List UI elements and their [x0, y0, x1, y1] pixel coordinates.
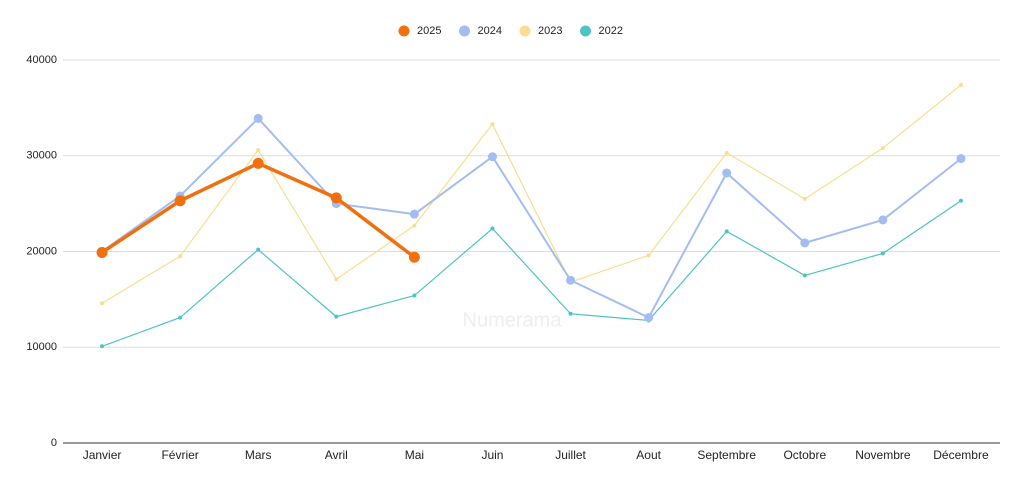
legend-marker [519, 25, 531, 37]
y-tick-label: 10000 [26, 341, 57, 353]
x-tick-label: Décembre [933, 448, 989, 462]
legend-marker [580, 25, 591, 37]
point [958, 82, 963, 87]
watermark: Numerama [463, 309, 563, 331]
legend-marker [459, 25, 470, 37]
point [408, 251, 420, 263]
y-tick-label: 0 [51, 437, 57, 449]
legend-marker [398, 25, 410, 37]
point [334, 314, 339, 319]
legend-label: 2024 [478, 25, 502, 37]
y-tick-label: 40000 [26, 54, 57, 66]
x-tick-label: Juillet [555, 448, 586, 462]
x-tick-label: Avril [325, 448, 348, 462]
point [644, 313, 654, 323]
point [958, 198, 963, 203]
point [802, 196, 807, 201]
point [330, 192, 342, 204]
y-tick-label: 20000 [26, 245, 57, 257]
point [724, 150, 729, 155]
point [174, 195, 186, 207]
point [956, 154, 966, 164]
point [256, 247, 261, 252]
point [487, 152, 497, 162]
point [646, 253, 651, 258]
point [568, 311, 573, 316]
x-tick-label: Septembre [697, 448, 756, 462]
point [724, 229, 729, 234]
point [802, 273, 807, 278]
x-tick-label: Mars [245, 448, 272, 462]
legend-label: 2022 [599, 25, 623, 37]
point [800, 238, 810, 248]
point [100, 301, 105, 306]
series-line [101, 200, 962, 347]
point [566, 275, 576, 285]
series-line [101, 161, 416, 259]
point [252, 157, 264, 169]
y-tick-label: 30000 [26, 150, 57, 162]
point [100, 344, 105, 349]
point [409, 209, 419, 219]
x-tick-label: Octobre [783, 448, 826, 462]
point [178, 254, 183, 259]
legend-label: 2023 [538, 25, 562, 37]
x-tick-label: Février [161, 448, 198, 462]
point [412, 223, 417, 228]
point [880, 251, 885, 256]
point [412, 293, 417, 298]
point [256, 148, 261, 153]
legend-label: 2025 [417, 25, 441, 37]
x-tick-label: Aout [636, 448, 661, 462]
point [253, 113, 263, 123]
point [490, 122, 495, 127]
x-tick-label: Janvier [83, 448, 122, 462]
point [334, 277, 339, 282]
point [96, 246, 108, 258]
x-tick-label: Mai [405, 448, 424, 462]
series-line [101, 117, 962, 319]
point [878, 215, 888, 225]
point [722, 168, 732, 178]
point [178, 315, 183, 320]
x-tick-label: Juin [481, 448, 503, 462]
x-tick-label: Novembre [855, 448, 911, 462]
point [490, 226, 495, 231]
point [880, 146, 885, 151]
